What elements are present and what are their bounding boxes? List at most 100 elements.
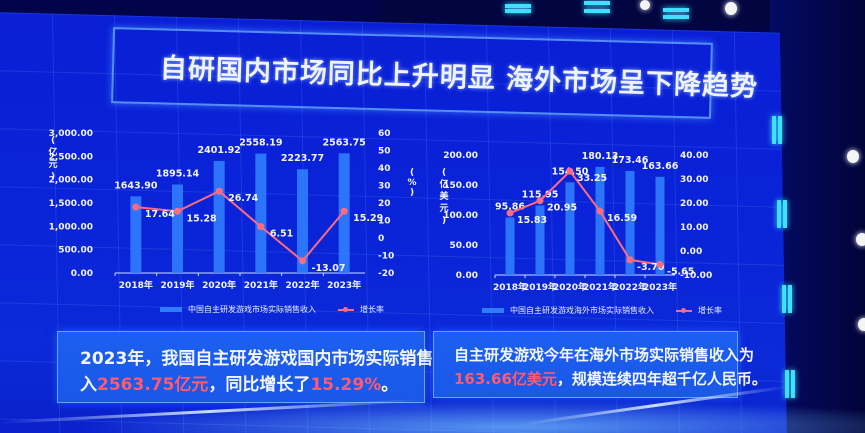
legend-line-swatch [338,306,354,312]
x-category-label: 2018年 [493,281,527,293]
legend-bar-label: 中国自主研发游戏海外市场实际销售收入 [510,306,654,315]
y-right-tick: 50 [378,147,391,157]
y-left-tick: 150.00 [443,181,478,191]
y-right-axis-label: ( [410,168,414,178]
growth-rate-label: -13.07 [312,263,346,274]
legend-line-swatch [676,307,692,313]
y-right-tick: 30 [378,182,391,192]
domestic-revenue-highlight: 2563.75亿元 [97,375,209,395]
growth-rate-line [135,190,345,263]
summary-text: 入 [80,375,97,395]
spot-lamp [856,233,865,246]
y-right-tick: 40 [378,164,391,174]
x-category-label: 2022年 [285,279,319,291]
growth-rate-label: 16.59 [607,213,637,224]
legend-line-label: 增长率 [698,306,722,315]
led-light [791,370,795,398]
y-left-tick: 200.00 [443,151,478,161]
y-right-tick: 10 [378,217,391,227]
revenue-value-label: 2563.75 [323,137,366,148]
growth-rate-point [132,203,140,211]
led-light [782,285,786,313]
revenue-bar [297,169,308,273]
y-left-axis-label: ( [51,136,55,146]
revenue-value-label: 173.46 [612,155,649,166]
revenue-value-label: 95.86 [495,201,525,212]
overseas-summary-line2: 163.66亿美元，规模连续四年超千亿人民币。 [454,368,767,389]
y-left-tick: 50.00 [450,241,478,251]
y-right-axis-label: ) [410,188,414,198]
legend-line-label: 增长率 [360,305,384,314]
y-left-axis-label: 亿 [48,146,57,158]
growth-rate-label: 6.51 [270,229,293,240]
legend-bar-swatch [160,307,182,312]
overseas-chart-svg: 200.00 150.00 100.00 50.00 0.00 40.00 30.00 20.… [439,151,712,293]
growth-rate-point [340,207,348,215]
summary-text: ，规模连续四年超千亿人民币。 [556,370,767,388]
x-category-label: 2022年 [613,281,647,293]
domestic-summary-line2: 入2563.75亿元，同比增长了15.29%。 [80,370,398,395]
y-right-tick: 10.00 [680,223,708,233]
growth-rate-label: -5.65 [667,267,694,278]
x-category-label: 2023年 [327,279,361,291]
y-right-tick: 30.00 [680,175,708,185]
growth-rate-point [656,261,664,269]
x-category-label: 2023年 [643,281,677,293]
led-light [772,116,776,144]
led-light [584,1,610,5]
revenue-bar [595,166,605,275]
growth-rate-point [536,197,544,205]
growth-rate-point [299,257,306,265]
overseas-revenue-highlight: 163.66亿美元 [454,370,557,388]
y-right-tick: 20 [378,199,391,209]
growth-rate-label: 17.64 [145,209,175,220]
revenue-bar [625,170,635,275]
revenue-bar [505,217,515,275]
y-left-tick: 1,000.00 [49,222,93,232]
y-left-tick: 2,000.00 [49,176,93,186]
growth-rate-point [596,207,604,215]
x-category-label: 2020年 [202,279,236,291]
domestic-summary-box: 2023年，我国自主研发游戏国内市场实际销售收 入2563.75亿元，同比增长了… [57,331,450,403]
led-light [783,200,787,228]
x-category-label: 2019年 [160,279,194,291]
overseas-summary-line1: 自主研发游戏今年在海外市场实际销售收入为 [454,346,755,364]
summary-text: 。 [381,375,399,395]
revenue-value-label: 115.95 [522,189,559,200]
growth-rate-point [626,256,634,264]
legend-bar-swatch [482,308,504,313]
y-right-axis-label: % [407,178,416,188]
y-left-axis-label: 美 [439,190,449,202]
domestic-growth-highlight: 15.29% [310,375,382,395]
x-category-label: 2021年 [244,279,278,291]
led-light [584,9,610,13]
x-category-label: 2018年 [119,279,153,291]
growth-rate-line [509,169,661,266]
overseas-summary-box: 自主研发游戏今年在海外市场实际销售收入为 163.66亿美元，规模连续四年超千亿… [433,331,767,398]
growth-rate-label: 20.95 [547,203,577,214]
spot-lamp [858,318,865,331]
growth-rate-label: 33.25 [577,173,607,184]
y-right-tick: 0 [378,234,384,244]
growth-rate-label: 15.28 [187,213,217,224]
y-right-tick: 20.00 [680,199,708,209]
domestic-legend: 中国自主研发游戏市场实际销售收入 增长率 [160,304,384,315]
y-left-tick: 500.00 [58,246,93,256]
overseas-chart: 200.00 150.00 100.00 50.00 0.00 40.00 30.00 20.… [430,145,730,305]
revenue-bar [172,184,183,273]
revenue-bar [130,196,142,273]
y-left-axis-label: ( [442,168,446,178]
led-light [663,15,689,19]
led-light [663,8,689,12]
revenue-value-label: 1895.14 [156,169,200,180]
summary-text: ，同比增长了 [208,375,311,395]
y-left-tick: 1,500.00 [49,199,93,209]
x-category-label: 2020年 [553,281,587,293]
y-left-axis-label: ) [51,172,55,182]
y-right-tick: 0.00 [680,247,702,257]
spot-lamp [725,2,737,15]
legend-bar-label: 中国自主研发游戏市场实际销售收入 [188,305,316,314]
y-right-tick: 60 [378,129,391,139]
y-left-axis-label: 亿 [439,178,448,190]
